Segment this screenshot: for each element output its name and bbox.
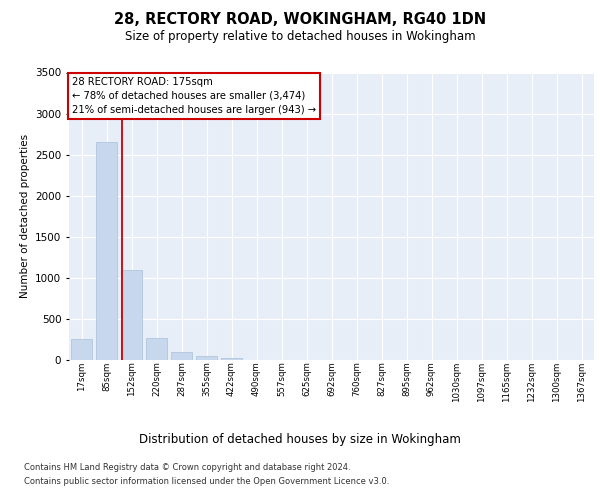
Text: Contains public sector information licensed under the Open Government Licence v3: Contains public sector information licen… (24, 478, 389, 486)
Text: Contains HM Land Registry data © Crown copyright and database right 2024.: Contains HM Land Registry data © Crown c… (24, 462, 350, 471)
Bar (71, 340, 92, 360)
Text: Distribution of detached houses by size in Wokingham: Distribution of detached houses by size … (139, 432, 461, 446)
Bar (96, 142, 117, 360)
Text: 28, RECTORY ROAD, WOKINGHAM, RG40 1DN: 28, RECTORY ROAD, WOKINGHAM, RG40 1DN (114, 12, 486, 28)
Bar (196, 356, 217, 360)
Text: Size of property relative to detached houses in Wokingham: Size of property relative to detached ho… (125, 30, 475, 43)
Bar (146, 338, 167, 360)
Text: 28 RECTORY ROAD: 175sqm
← 78% of detached houses are smaller (3,474)
21% of semi: 28 RECTORY ROAD: 175sqm ← 78% of detache… (71, 77, 316, 115)
Bar (221, 358, 242, 360)
Y-axis label: Number of detached properties: Number of detached properties (20, 134, 29, 298)
Bar (121, 270, 142, 360)
Bar (171, 352, 192, 360)
